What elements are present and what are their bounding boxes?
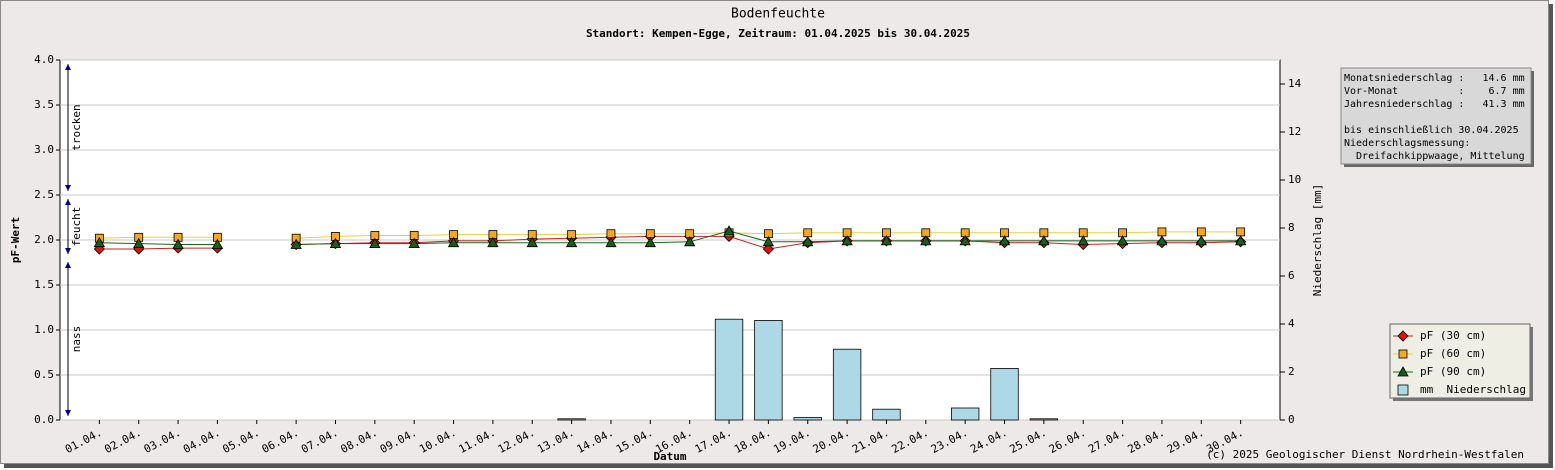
chart-subtitle: Standort: Kempen-Egge, Zeitraum: 01.04.2… [586,27,970,40]
y-tick-label: 1.0 [34,323,54,336]
marker [447,236,460,248]
marker [723,225,735,236]
y2-tick-label: 14 [1288,77,1302,90]
chart-title: Bodenfeuchte [731,7,825,22]
y2-tick-label: 12 [1288,125,1301,138]
marker [920,235,932,246]
marker [526,236,538,248]
marker [1077,235,1089,246]
y-tick-label: 3.5 [34,98,54,111]
marker [329,237,342,248]
bar [557,418,586,421]
marker [133,237,145,248]
zone-arrow [65,185,71,191]
info-line: bis einschließlich 30.04.2025 [1344,125,1519,136]
y2-tick-label: 6 [1288,269,1295,282]
legend-label: pF (30 cm) [1420,329,1486,342]
marker [565,236,578,248]
zone-arrow [65,262,71,268]
y-tick-label: 2.5 [34,188,54,201]
marker [1195,235,1207,246]
zone-arrow [65,199,71,205]
legend-marker [1398,349,1408,359]
y-tick-label: 0.0 [34,413,54,426]
marker [1234,235,1247,246]
legend-marker [1397,366,1409,377]
info-box [1340,67,1532,165]
marker [1116,235,1129,246]
y2-tick-label: 2 [1288,365,1295,378]
marker [605,236,617,248]
bar [990,367,1019,421]
y-tick-label: 0.5 [34,368,54,381]
y-tick-label: 1.5 [34,278,54,291]
marker [369,237,381,248]
legend-swatch [1397,384,1409,396]
marker [1156,235,1168,246]
marker [408,237,420,248]
marker [487,236,499,248]
marker [1236,227,1246,237]
y-axis-label: pF-Wert [9,217,22,263]
legend-box [1389,323,1531,399]
zone-label: feucht [70,207,83,247]
info-line: Monatsniederschlag : 14.6 mm [1344,73,1525,84]
info-line: Jahresniederschlag : 41.3 mm [1344,99,1525,110]
marker [803,228,813,238]
bar [832,348,862,421]
y2-tick-label: 8 [1288,221,1295,234]
y-tick-label: 4.0 [34,53,54,66]
y2-tick-label: 4 [1288,317,1295,330]
marker [644,236,657,248]
y-tick-label: 3.0 [34,143,54,156]
x-axis-label: Datum [653,450,686,463]
legend-label: mm Niederschlag [1420,383,1526,396]
zone-label: nass [70,326,83,353]
zone-arrow [65,410,71,416]
marker [880,235,893,246]
legend-marker [1397,330,1409,342]
marker [1196,227,1206,237]
marker [802,235,814,247]
bar [1029,418,1059,421]
copyright: (c) 2025 Geologischer Dienst Nordrhein-W… [1206,448,1524,461]
marker [211,238,224,249]
bar [950,407,980,421]
marker [998,235,1011,246]
legend-label: pF (90 cm) [1420,365,1486,378]
bar [872,408,901,421]
marker [1157,227,1167,237]
marker [172,238,184,249]
legend-label: pF (60 cm) [1420,347,1486,360]
marker [290,238,302,249]
marker [762,243,774,255]
y-tick-label: 2.0 [34,233,54,246]
marker [959,235,971,246]
bar [754,319,783,421]
bar [793,417,822,421]
y2-tick-label: 10 [1288,173,1301,186]
zone-arrow [65,64,71,70]
marker [683,235,696,247]
marker [645,229,655,239]
bar [714,318,744,421]
info-line: Niederschlagsmessung: [1344,138,1470,149]
marker [93,236,106,248]
y2-tick-label: 0 [1288,413,1295,426]
y2-axis-label: Niederschlag [mm] [1311,184,1324,297]
marker [841,235,853,246]
marker [606,229,616,239]
marker [762,235,775,247]
zone-label: trocken [70,104,83,150]
marker [1038,235,1050,246]
zone-arrow [65,248,71,254]
info-line: Dreifachkippwaage, Mittelung [1344,151,1525,162]
info-line: Vor-Monat : 6.7 mm [1344,86,1525,97]
